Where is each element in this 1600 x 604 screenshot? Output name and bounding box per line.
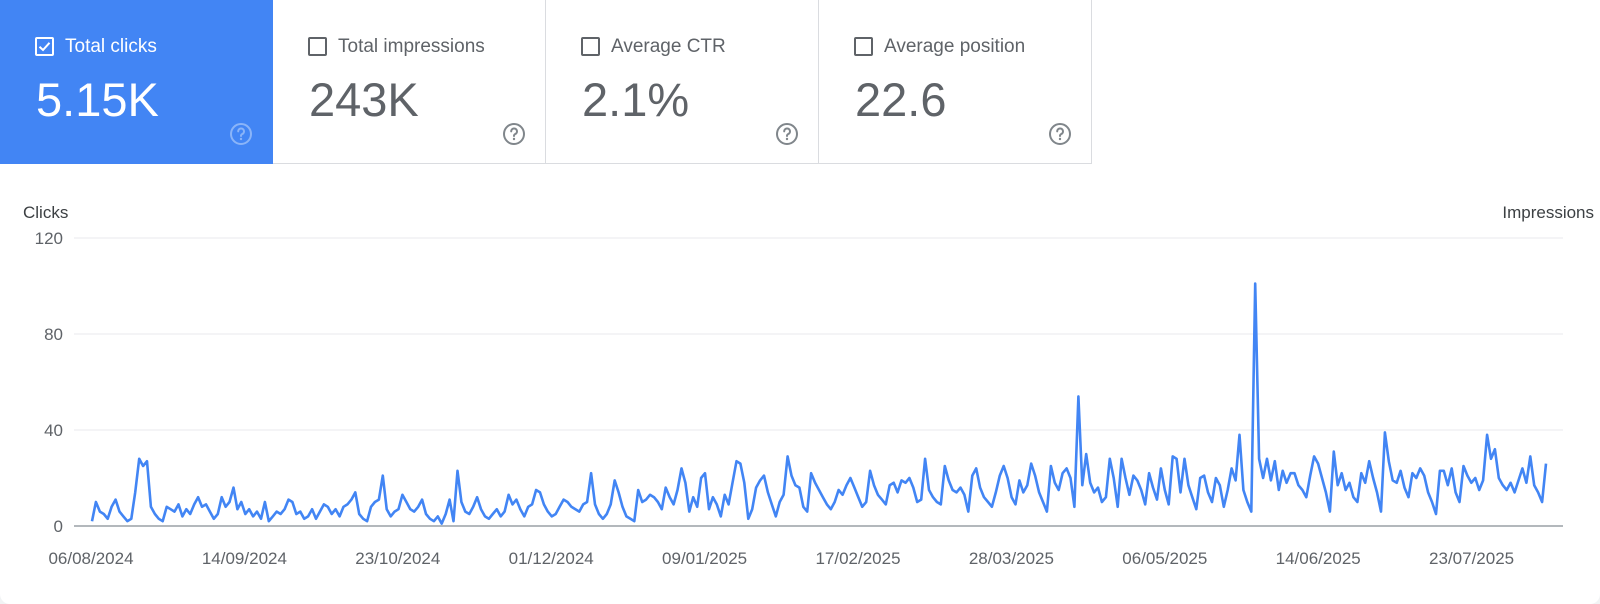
clicks-line-chart[interactable]: Clicks Impressions 0 40 80 120 06/08/2024 14… bbox=[0, 164, 1600, 604]
y2-axis-title: Impressions bbox=[1502, 203, 1594, 222]
x-tick-label: 28/03/2025 bbox=[969, 549, 1054, 568]
checkbox-icon[interactable] bbox=[35, 37, 54, 56]
metric-label: Average position bbox=[884, 36, 1026, 57]
gridlines bbox=[74, 237, 1563, 527]
x-tick-label: 23/10/2024 bbox=[355, 549, 440, 568]
y-tick-label: 80 bbox=[44, 325, 63, 344]
metric-label: Average CTR bbox=[611, 36, 726, 57]
metric-label: Total impressions bbox=[338, 36, 485, 57]
x-axis-ticks: 06/08/2024 14/09/2024 23/10/2024 01/12/2024… bbox=[48, 549, 1514, 568]
checkbox-icon[interactable] bbox=[581, 37, 600, 56]
metric-tabs: Total clicks 5.15K Total impressions 243… bbox=[0, 0, 1092, 164]
help-circle-icon[interactable] bbox=[775, 122, 799, 146]
y-tick-label: 0 bbox=[54, 517, 63, 536]
x-tick-label: 23/07/2025 bbox=[1429, 549, 1514, 568]
metric-average-position[interactable]: Average position 22.6 bbox=[819, 0, 1092, 164]
metric-total-impressions[interactable]: Total impressions 243K bbox=[273, 0, 546, 164]
y-tick-label: 40 bbox=[44, 421, 63, 440]
metric-value: 2.1% bbox=[582, 73, 690, 126]
checkbox-icon[interactable] bbox=[308, 37, 327, 56]
x-tick-label: 01/12/2024 bbox=[509, 549, 594, 568]
metric-total-clicks[interactable]: Total clicks 5.15K bbox=[0, 0, 273, 164]
help-circle-icon[interactable] bbox=[1048, 122, 1072, 146]
x-tick-label: 09/01/2025 bbox=[662, 549, 747, 568]
x-tick-label: 06/05/2025 bbox=[1122, 549, 1207, 568]
checkbox-icon[interactable] bbox=[854, 37, 873, 56]
metric-value: 5.15K bbox=[36, 73, 159, 126]
y-axis-ticks: 0 40 80 120 bbox=[35, 229, 63, 536]
metric-label: Total clicks bbox=[65, 36, 157, 57]
y-axis-title: Clicks bbox=[23, 203, 68, 222]
x-tick-label: 17/02/2025 bbox=[815, 549, 900, 568]
y-tick-label: 120 bbox=[35, 229, 63, 248]
metric-average-ctr[interactable]: Average CTR 2.1% bbox=[546, 0, 819, 164]
metric-value: 243K bbox=[309, 73, 419, 126]
series-line-clicks bbox=[90, 282, 1548, 525]
x-tick-label: 14/06/2025 bbox=[1276, 549, 1361, 568]
x-tick-label: 14/09/2024 bbox=[202, 549, 287, 568]
x-tick-label: 06/08/2024 bbox=[48, 549, 133, 568]
help-circle-icon[interactable] bbox=[502, 122, 526, 146]
help-circle-icon[interactable] bbox=[229, 122, 253, 146]
metric-value: 22.6 bbox=[855, 73, 947, 126]
